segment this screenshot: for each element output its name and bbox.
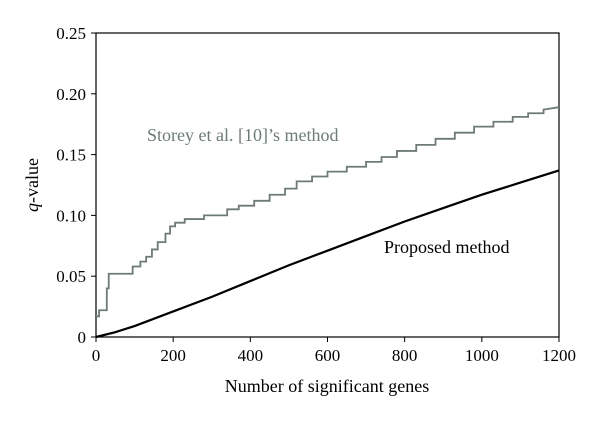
x-axis-ticks: 0 200 400 600 800 1000 1200 [92, 337, 576, 365]
y-axis-title: q-value [22, 158, 42, 212]
y-tick-label: 0 [78, 328, 87, 347]
proposed-method-line [95, 169, 560, 339]
y-tick-label: 0.15 [56, 146, 86, 165]
x-tick-label: 1000 [465, 346, 499, 365]
y-axis-title-italic: q [22, 203, 42, 212]
proposed-method-label: Proposed method [384, 237, 510, 257]
y-axis-title-suffix: -value [22, 158, 42, 203]
series-annotations: Storey et al. [10]’s method Proposed meth… [147, 125, 510, 257]
x-tick-label: 1200 [542, 346, 576, 365]
y-axis-ticks: 0 0.05 0.10 0.15 0.20 0.25 [56, 24, 96, 347]
x-tick-label: 600 [315, 346, 341, 365]
storey-method-label: Storey et al. [10]’s method [147, 125, 338, 145]
x-tick-label: 400 [238, 346, 264, 365]
x-tick-label: 200 [160, 346, 186, 365]
x-tick-label: 800 [392, 346, 418, 365]
plot-frame [95, 32, 560, 338]
storey-method-line [96, 106, 560, 318]
series-lines [95, 106, 560, 339]
y-tick-label: 0.25 [56, 24, 86, 43]
y-tick-label: 0.20 [56, 85, 86, 104]
y-tick-label: 0.05 [56, 267, 86, 286]
x-tick-label: 0 [92, 346, 101, 365]
y-tick-label: 0.10 [56, 206, 86, 225]
x-axis-title: Number of significant genes [225, 376, 429, 396]
